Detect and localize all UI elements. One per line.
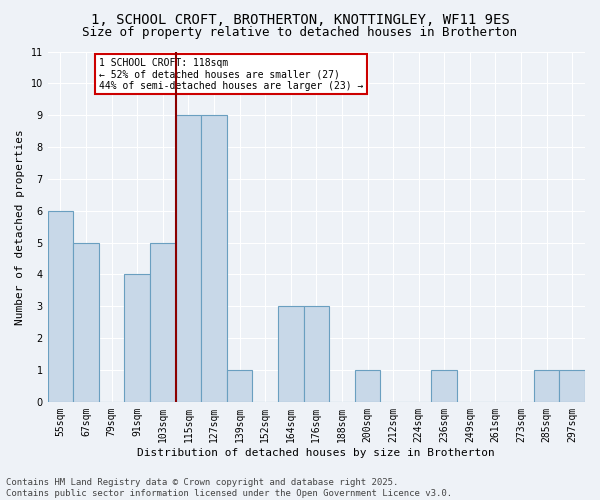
Bar [304, 306, 329, 402]
Bar [278, 306, 304, 402]
Text: Size of property relative to detached houses in Brotherton: Size of property relative to detached ho… [83, 26, 517, 39]
Y-axis label: Number of detached properties: Number of detached properties [15, 129, 25, 324]
Bar [176, 115, 201, 402]
Bar [227, 370, 253, 402]
Bar [47, 210, 73, 402]
Bar [150, 242, 176, 402]
Bar [431, 370, 457, 402]
Text: 1, SCHOOL CROFT, BROTHERTON, KNOTTINGLEY, WF11 9ES: 1, SCHOOL CROFT, BROTHERTON, KNOTTINGLEY… [91, 12, 509, 26]
Bar [124, 274, 150, 402]
Bar [355, 370, 380, 402]
Bar [534, 370, 559, 402]
Bar [559, 370, 585, 402]
Text: Contains HM Land Registry data © Crown copyright and database right 2025.
Contai: Contains HM Land Registry data © Crown c… [6, 478, 452, 498]
Text: 1 SCHOOL CROFT: 118sqm
← 52% of detached houses are smaller (27)
44% of semi-det: 1 SCHOOL CROFT: 118sqm ← 52% of detached… [99, 58, 363, 91]
Bar [201, 115, 227, 402]
X-axis label: Distribution of detached houses by size in Brotherton: Distribution of detached houses by size … [137, 448, 495, 458]
Bar [73, 242, 99, 402]
